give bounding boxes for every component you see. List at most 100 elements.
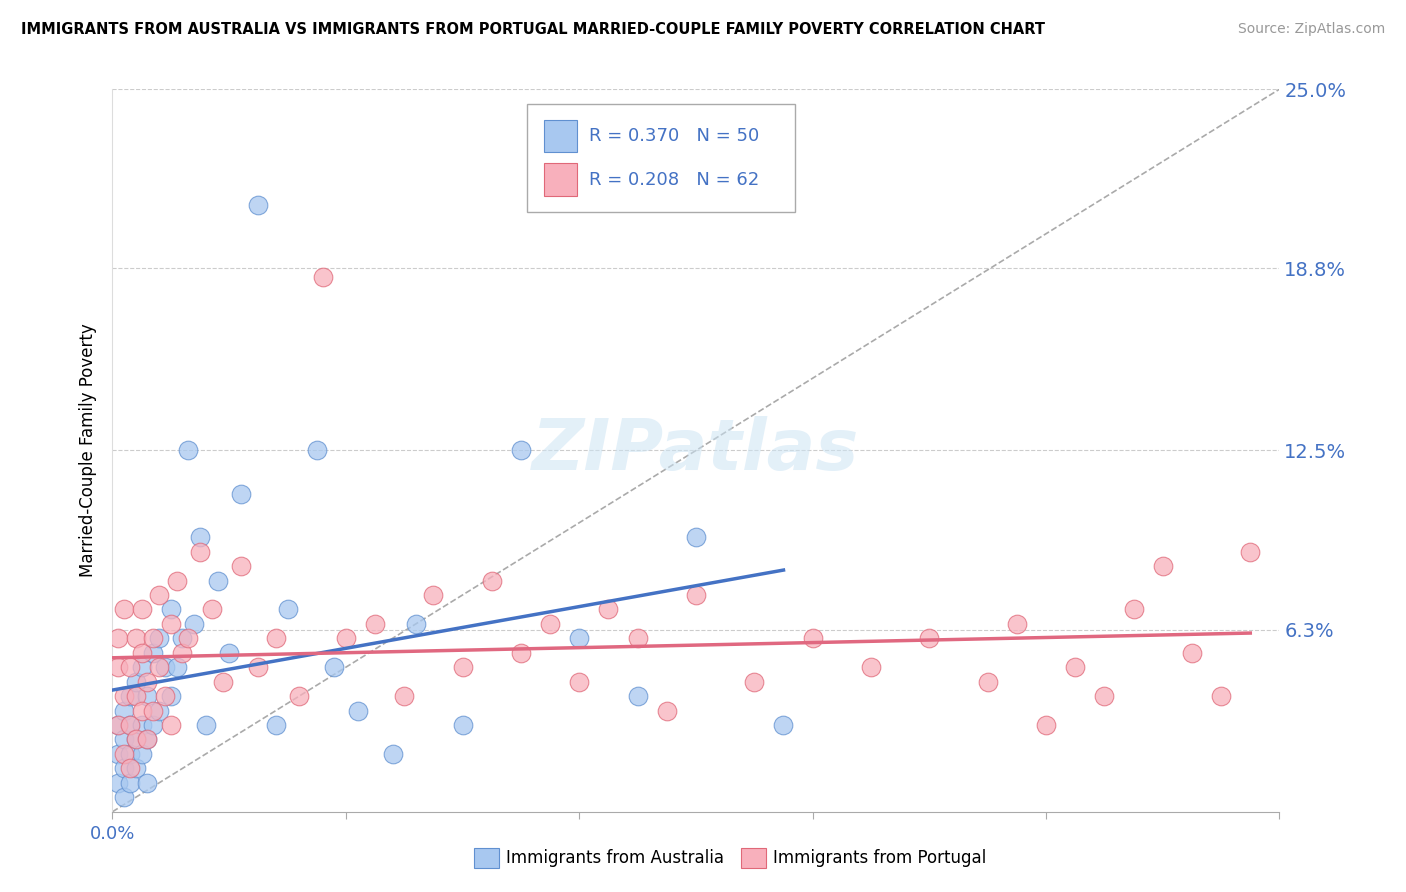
Point: [207, 574, 229, 588]
Point: [247, 198, 270, 212]
Point: [153, 689, 176, 703]
Point: [1239, 544, 1261, 558]
Point: [509, 443, 531, 458]
Point: [183, 616, 205, 631]
Point: [142, 718, 165, 732]
Point: [142, 632, 165, 646]
Point: [976, 674, 998, 689]
Point: [131, 718, 153, 732]
Bar: [544, 163, 576, 195]
Point: [451, 660, 474, 674]
Point: [142, 704, 165, 718]
Point: [112, 704, 135, 718]
Point: [323, 660, 346, 674]
Point: [142, 646, 165, 660]
Point: [860, 660, 883, 674]
Point: [1064, 660, 1087, 674]
Point: [305, 443, 328, 458]
Point: [136, 732, 159, 747]
Point: [627, 689, 650, 703]
Point: [394, 689, 416, 703]
Text: Immigrants from Australia: Immigrants from Australia: [506, 849, 724, 867]
Point: [107, 660, 129, 674]
Point: [131, 704, 153, 718]
Point: [112, 732, 135, 747]
Point: [107, 776, 129, 790]
Point: [107, 632, 129, 646]
Point: [598, 602, 620, 616]
Point: [107, 718, 129, 732]
Point: [177, 632, 200, 646]
Point: [136, 674, 159, 689]
Point: [125, 761, 148, 775]
Point: [335, 632, 357, 646]
Text: R = 0.370   N = 50: R = 0.370 N = 50: [589, 128, 759, 145]
Point: [276, 602, 298, 616]
Point: [538, 616, 561, 631]
Point: [381, 747, 404, 761]
Text: ZIPatlas: ZIPatlas: [533, 416, 859, 485]
Point: [148, 588, 170, 602]
Point: [229, 559, 252, 574]
Text: Source: ZipAtlas.com: Source: ZipAtlas.com: [1237, 22, 1385, 37]
Point: [918, 632, 941, 646]
Point: [568, 674, 591, 689]
Point: [131, 646, 153, 660]
Point: [112, 790, 135, 805]
Point: [125, 674, 148, 689]
Point: [177, 443, 200, 458]
Point: [172, 632, 194, 646]
Point: [509, 646, 531, 660]
Point: [118, 776, 141, 790]
Point: [160, 689, 183, 703]
Point: [685, 588, 707, 602]
Point: [364, 616, 387, 631]
Point: [627, 632, 650, 646]
Point: [772, 718, 794, 732]
Point: [742, 674, 765, 689]
Point: [346, 704, 368, 718]
Point: [188, 530, 211, 544]
Point: [112, 747, 135, 761]
Point: [1035, 718, 1057, 732]
Point: [118, 660, 141, 674]
Point: [112, 689, 135, 703]
Text: 0.0%: 0.0%: [90, 825, 135, 843]
Point: [125, 732, 148, 747]
Point: [136, 732, 159, 747]
Point: [107, 747, 129, 761]
Point: [148, 704, 170, 718]
Point: [160, 616, 183, 631]
Point: [1209, 689, 1232, 703]
Point: [160, 602, 183, 616]
Point: [194, 718, 217, 732]
Point: [166, 660, 188, 674]
Point: [1152, 559, 1174, 574]
Point: [264, 718, 287, 732]
Point: [1094, 689, 1116, 703]
Point: [481, 574, 503, 588]
Y-axis label: Married-Couple Family Poverty: Married-Couple Family Poverty: [79, 324, 97, 577]
Point: [655, 704, 678, 718]
Point: [1122, 602, 1144, 616]
Point: [1181, 646, 1204, 660]
Text: R = 0.208   N = 62: R = 0.208 N = 62: [589, 170, 759, 188]
Point: [125, 632, 148, 646]
Point: [229, 487, 252, 501]
Point: [107, 718, 129, 732]
Text: Immigrants from Portugal: Immigrants from Portugal: [773, 849, 987, 867]
Point: [247, 660, 270, 674]
Point: [288, 689, 311, 703]
Point: [166, 574, 188, 588]
Point: [1005, 616, 1028, 631]
Point: [172, 646, 194, 660]
Point: [801, 632, 824, 646]
Point: [148, 660, 170, 674]
Text: IMMIGRANTS FROM AUSTRALIA VS IMMIGRANTS FROM PORTUGAL MARRIED-COUPLE FAMILY POVE: IMMIGRANTS FROM AUSTRALIA VS IMMIGRANTS …: [21, 22, 1045, 37]
Point: [685, 530, 707, 544]
Point: [125, 732, 148, 747]
Point: [153, 660, 176, 674]
Point: [311, 270, 333, 285]
Point: [131, 602, 153, 616]
Point: [568, 632, 591, 646]
